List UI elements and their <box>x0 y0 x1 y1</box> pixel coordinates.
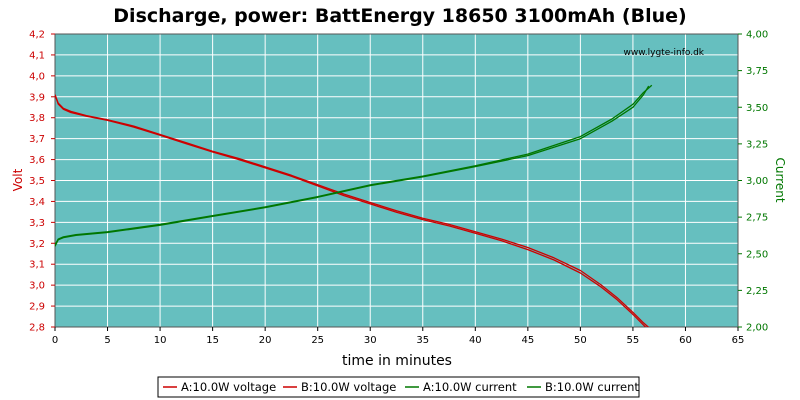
legend-label: B:10.0W current <box>545 380 639 394</box>
y-right-tick-label: 2,50 <box>746 249 768 260</box>
y-left-tick-label: 3,1 <box>29 260 45 271</box>
y-axis-right: 2,00 2,25 2,50 2,75 3,00 3,25 3,50 3,75 4,00 <box>738 30 768 334</box>
y-left-tick-label: 3,3 <box>29 218 45 229</box>
x-tick-label: 35 <box>416 335 429 346</box>
y-right-tick-label: 2,00 <box>746 323 768 334</box>
y-left-tick-label: 3,7 <box>29 134 45 145</box>
y-right-tick-label: 2,25 <box>746 286 768 297</box>
legend-label: A:10.0W voltage <box>181 380 276 394</box>
legend: A:10.0W voltage B:10.0W voltage A:10.0W cu… <box>157 376 640 398</box>
x-tick-label: 40 <box>469 335 482 346</box>
chart-title: Discharge, power: BattEnergy 18650 3100m… <box>113 5 686 27</box>
series-line-3 <box>55 84 653 246</box>
x-tick-label: 15 <box>206 335 219 346</box>
x-tick-label: 5 <box>104 335 110 346</box>
y-right-tick-label: 3,25 <box>746 139 768 150</box>
watermark: www.lygte-info.dk <box>624 48 705 58</box>
y-right-tick-label: 4,00 <box>746 30 768 41</box>
x-tick-label: 30 <box>364 335 377 346</box>
y-right-tick-label: 3,00 <box>746 176 768 187</box>
x-tick-label: 20 <box>259 335 272 346</box>
y-left-tick-label: 3,6 <box>29 155 45 166</box>
y-left-tick-label: 3,0 <box>29 281 45 292</box>
y-left-tick-label: 3,8 <box>29 113 45 124</box>
y-left-tick-label: 2,8 <box>29 323 45 334</box>
y-right-tick-label: 3,50 <box>746 103 768 114</box>
plot-area <box>54 33 739 328</box>
x-tick-label: 50 <box>574 335 587 346</box>
y-axis-right-label: Current <box>773 157 787 202</box>
x-tick-label: 65 <box>732 335 745 346</box>
legend-label: B:10.0W voltage <box>301 380 396 394</box>
y-left-tick-label: 4,0 <box>29 71 45 82</box>
legend-box <box>157 376 640 398</box>
x-tick-label: 25 <box>311 335 324 346</box>
y-left-tick-label: 2,9 <box>29 302 45 313</box>
y-left-tick-label: 3,9 <box>29 92 45 103</box>
legend-label: A:10.0W current <box>423 380 517 394</box>
x-tick-label: 60 <box>679 335 692 346</box>
x-tick-label: 10 <box>154 335 167 346</box>
y-right-tick-label: 3,75 <box>746 66 768 77</box>
series-group <box>55 84 653 327</box>
series-line-2 <box>55 94 647 327</box>
x-tick-label: 55 <box>627 335 640 346</box>
y-axis-left: 2,8 2,9 3,0 3,1 3,2 3,3 3,4 3,5 3,6 3,7 3,8 3,9 4,0 4… <box>29 30 55 334</box>
y-left-tick-label: 4,2 <box>29 30 45 41</box>
y-right-tick-label: 2,75 <box>746 213 768 224</box>
y-left-tick-label: 3,2 <box>29 239 45 250</box>
x-tick-label: 45 <box>521 335 534 346</box>
series-line-4 <box>55 85 650 247</box>
y-left-tick-label: 4,1 <box>29 50 45 61</box>
x-axis: 0 5 10 15 20 25 30 35 40 45 50 55 60 65 <box>52 327 745 346</box>
y-left-tick-label: 3,5 <box>29 176 45 187</box>
y-axis-left-label: Volt <box>11 168 25 191</box>
x-axis-label: time in minutes <box>342 353 452 369</box>
y-left-tick-label: 3,4 <box>29 197 45 208</box>
x-tick-label: 0 <box>52 335 58 346</box>
